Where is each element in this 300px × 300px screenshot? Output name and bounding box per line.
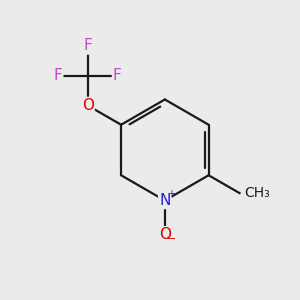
Text: F: F <box>53 68 62 83</box>
Text: +: + <box>167 189 175 199</box>
Text: F: F <box>113 68 122 83</box>
Text: O: O <box>159 227 171 242</box>
Text: −: − <box>167 234 177 244</box>
Text: O: O <box>82 98 94 113</box>
Text: F: F <box>83 38 92 53</box>
Text: N: N <box>159 193 170 208</box>
Text: CH₃: CH₃ <box>244 186 270 200</box>
